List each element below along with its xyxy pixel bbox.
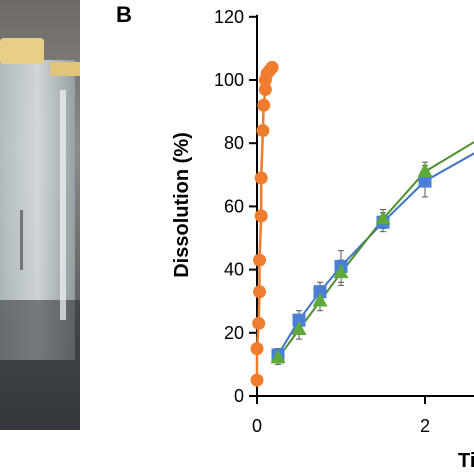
data-point-triangle	[375, 210, 391, 225]
data-point-circle	[256, 124, 270, 138]
y-tick-label: 40	[224, 260, 244, 280]
dissolution-vessel-photo	[0, 0, 80, 430]
data-point-circle	[250, 373, 264, 387]
y-tick-label: 120	[214, 7, 244, 27]
y-tick-label: 100	[214, 70, 244, 90]
series-line	[277, 140, 474, 359]
panel-label: B	[116, 2, 132, 27]
data-point-circle	[254, 171, 268, 185]
data-point-triangle	[270, 349, 286, 364]
photo-panel	[0, 0, 80, 430]
data-point-circle	[253, 253, 267, 267]
data-point-triangle	[291, 320, 307, 335]
x-axis-title: Ti	[458, 450, 474, 472]
data-point-circle	[250, 342, 264, 356]
y-tick-label: 20	[224, 323, 244, 343]
data-point-square	[292, 313, 306, 327]
axes: 020406080100120024	[214, 7, 474, 436]
series-line	[255, 66, 274, 381]
y-tick-label: 0	[234, 386, 244, 406]
data-point-triangle	[333, 264, 349, 279]
data-point-circle	[258, 82, 272, 96]
data-point-square	[418, 174, 432, 188]
x-tick-label: 0	[252, 416, 262, 436]
y-axis-title: Dissolution (%)	[171, 132, 193, 278]
data-point-triangle	[417, 162, 433, 177]
data-point-circle	[254, 209, 268, 223]
series-lines	[255, 66, 474, 381]
series-line	[277, 152, 474, 356]
data-point-triangle	[312, 292, 328, 307]
data-point-circle	[257, 98, 271, 112]
x-tick-label: 2	[420, 416, 430, 436]
y-tick-label: 60	[224, 196, 244, 216]
data-point-circle	[253, 285, 267, 299]
data-point-square	[313, 285, 327, 299]
series-marks	[250, 60, 433, 387]
data-point-circle	[252, 316, 266, 330]
y-tick-label: 80	[224, 133, 244, 153]
data-point-circle	[265, 60, 279, 74]
